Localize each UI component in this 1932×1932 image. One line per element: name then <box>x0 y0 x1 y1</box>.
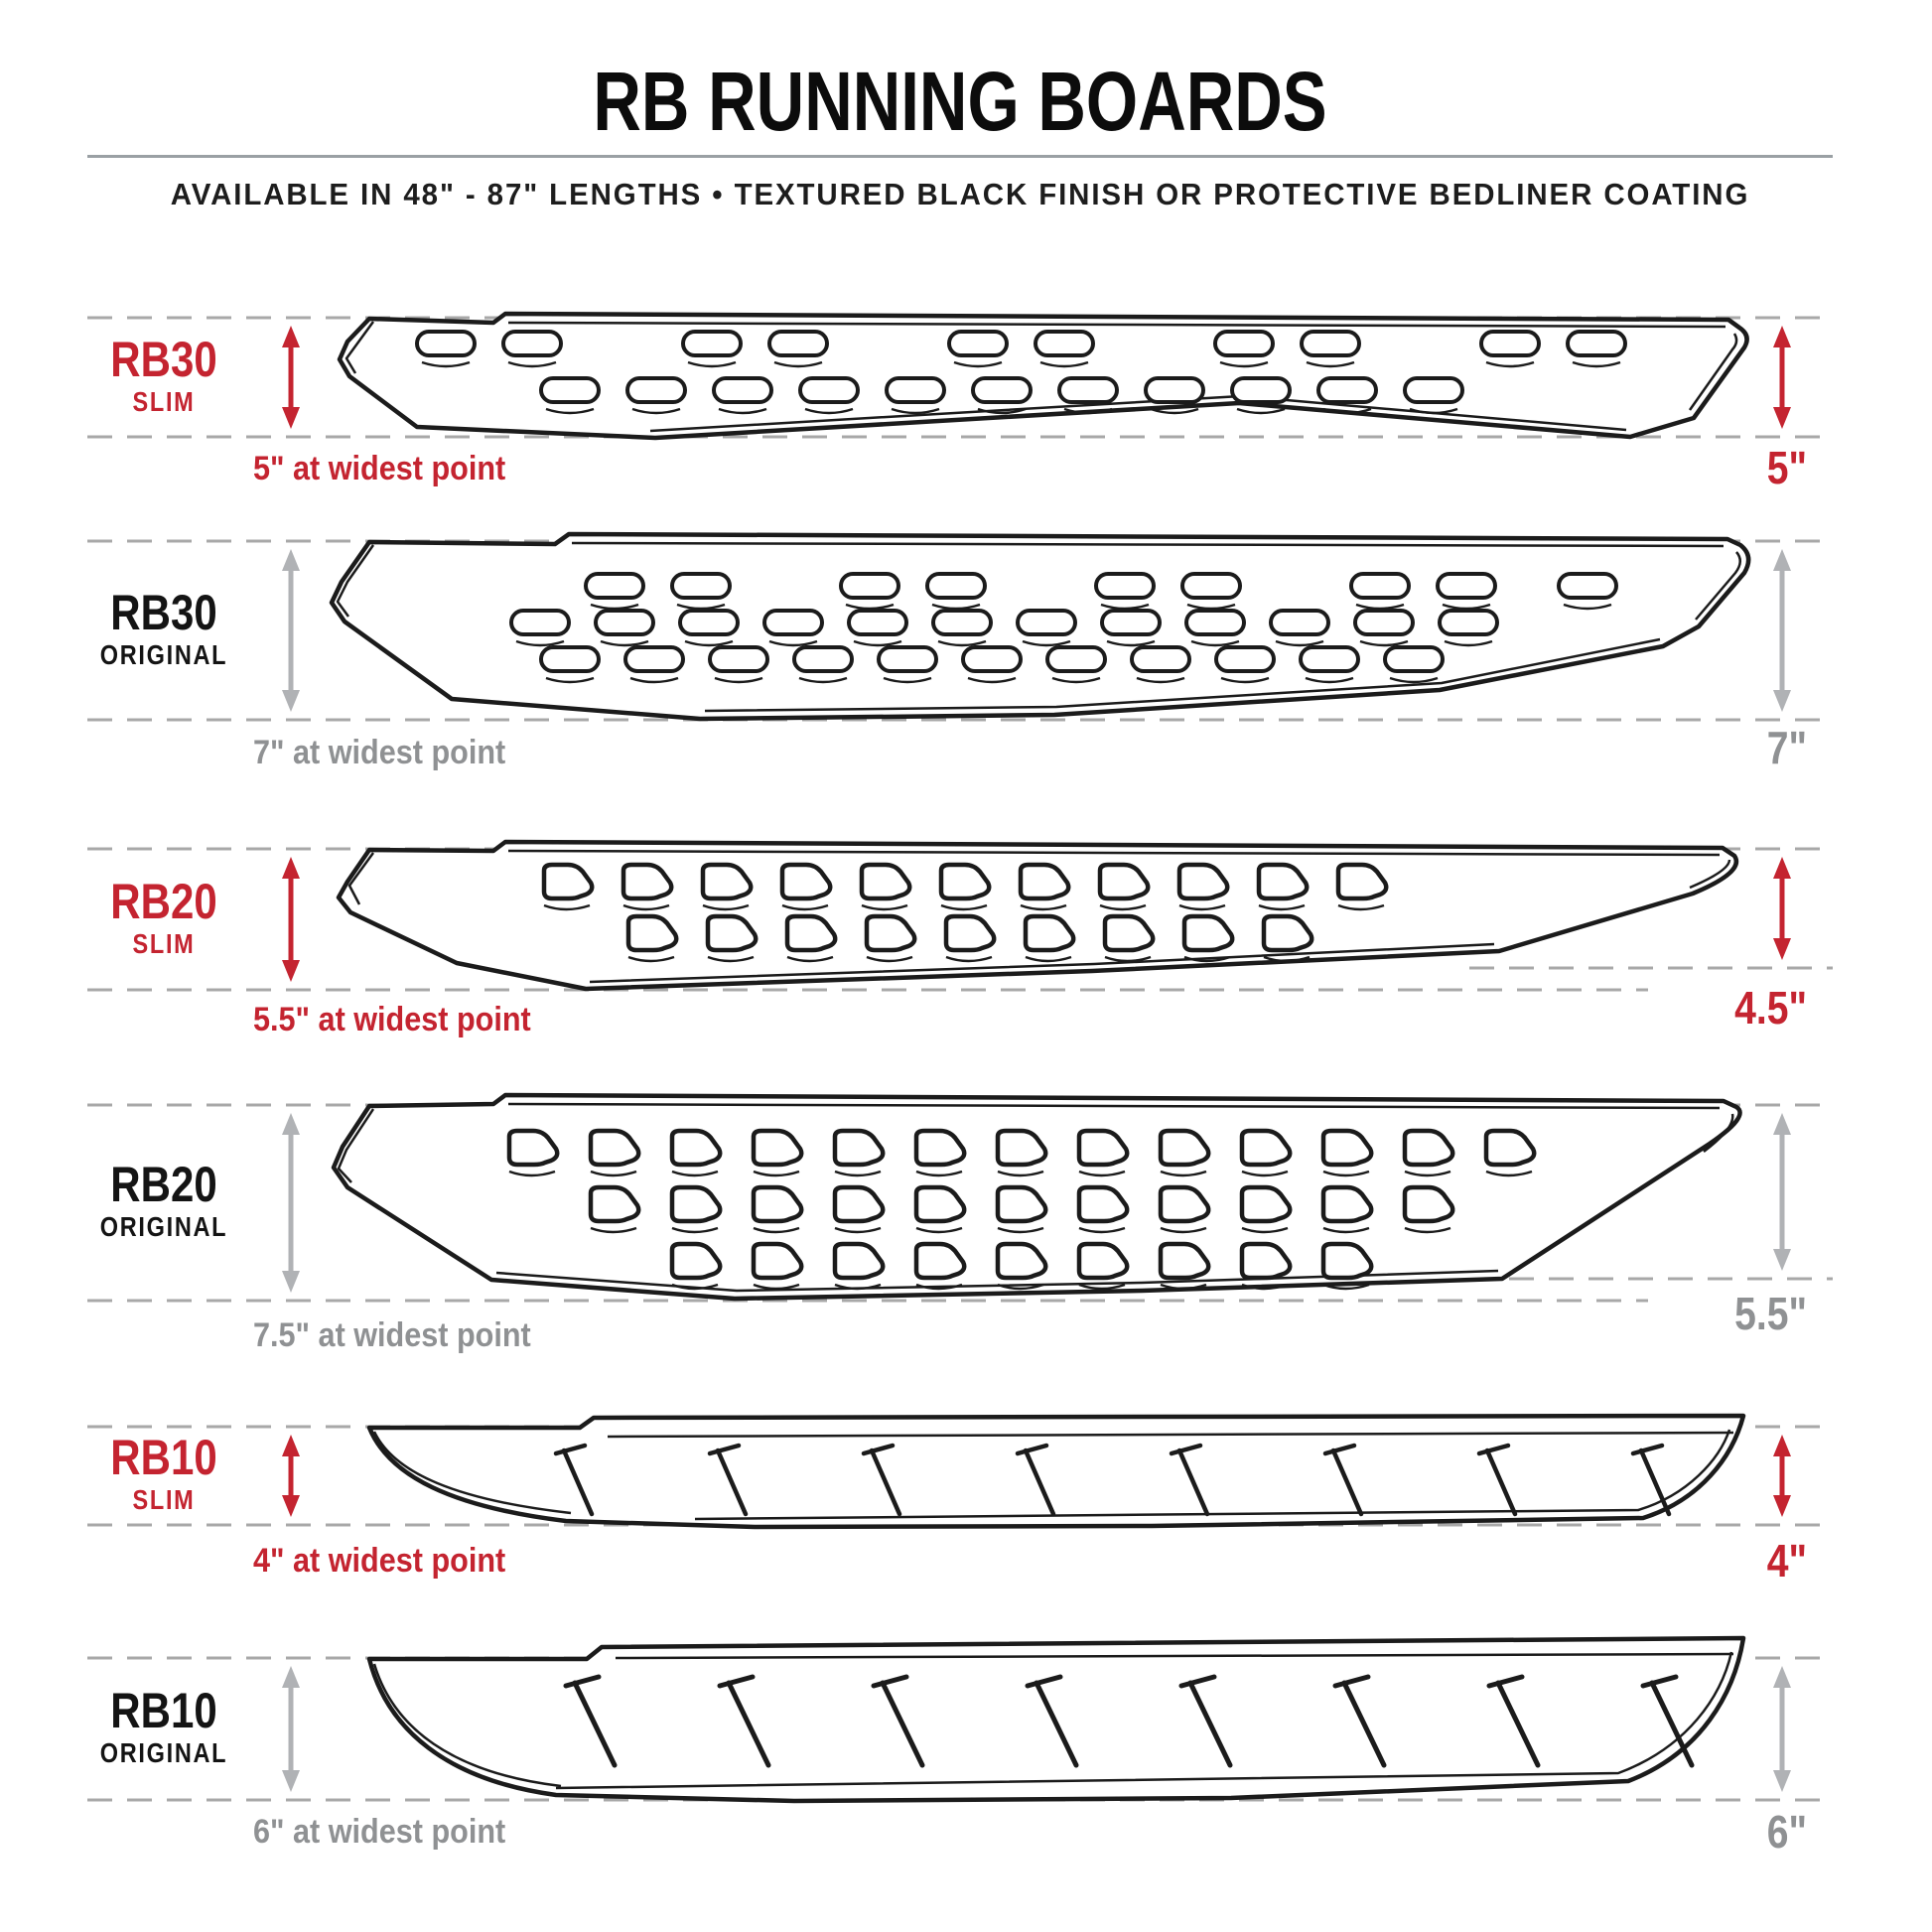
widest-point-label: 5" at widest point <box>253 450 506 487</box>
model-variant: ORIGINAL <box>99 639 228 670</box>
board-rb10-slim <box>366 1413 1746 1530</box>
model-label-rb30-slim: RB30 SLIM <box>72 334 256 417</box>
widest-point-label: 7.5" at widest point <box>253 1316 531 1354</box>
model-name: RB30 <box>110 332 217 387</box>
model-label-rb10-original: RB10 ORIGINAL <box>72 1685 256 1768</box>
widest-point-label: 6" at widest point <box>253 1813 506 1851</box>
model-name: RB20 <box>110 874 217 929</box>
right-arrow-rb20-slim <box>1773 857 1791 960</box>
model-variant: SLIM <box>132 1484 196 1515</box>
page-title: RB RUNNING BOARDS <box>593 55 1327 148</box>
right-arrow-rb30-original <box>1773 549 1791 712</box>
widest-point-label: 5.5" at widest point <box>253 1001 531 1038</box>
model-label-rb20-slim: RB20 SLIM <box>72 876 256 959</box>
model-label-rb10-slim: RB10 SLIM <box>72 1432 256 1515</box>
right-measurement-label: 4" <box>1766 1535 1807 1587</box>
right-measurement-label: 5" <box>1766 442 1807 493</box>
model-variant: ORIGINAL <box>99 1211 228 1242</box>
model-label-rb20-original: RB20 ORIGINAL <box>72 1159 256 1242</box>
widest-point-label: 7" at widest point <box>253 734 506 771</box>
left-arrow-rb10-slim <box>282 1435 300 1517</box>
left-arrow-rb20-original <box>282 1113 300 1293</box>
right-arrow-rb10-slim <box>1773 1435 1791 1517</box>
model-name: RB30 <box>110 585 217 640</box>
model-variant: ORIGINAL <box>99 1737 228 1768</box>
left-arrow-rb30-slim <box>282 326 300 429</box>
left-arrow-rb20-slim <box>282 857 300 982</box>
title-divider <box>87 155 1833 158</box>
model-name: RB10 <box>110 1683 217 1738</box>
left-arrow-rb30-original <box>282 549 300 712</box>
model-name: RB10 <box>110 1430 217 1485</box>
right-arrow-rb20-original <box>1773 1113 1791 1271</box>
right-measurement-label: 6" <box>1766 1806 1807 1858</box>
right-measurement-label: 4.5" <box>1734 982 1807 1034</box>
left-arrow-rb10-original <box>282 1666 300 1792</box>
model-label-rb30-original: RB30 ORIGINAL <box>72 587 256 670</box>
right-arrow-rb10-original <box>1773 1666 1791 1792</box>
model-variant: SLIM <box>132 386 196 417</box>
widest-point-label: 4" at widest point <box>253 1542 506 1580</box>
right-arrow-rb30-slim <box>1773 326 1791 429</box>
model-name: RB20 <box>110 1157 217 1212</box>
measurement-arrows <box>282 326 1791 1792</box>
right-measurement-label: 7" <box>1766 722 1807 773</box>
model-variant: SLIM <box>132 928 196 959</box>
right-measurement-label: 5.5" <box>1734 1288 1807 1339</box>
board-drawings <box>329 311 1751 1804</box>
page-subtitle: AVAILABLE IN 48" - 87" LENGTHS • TEXTURE… <box>170 177 1750 211</box>
